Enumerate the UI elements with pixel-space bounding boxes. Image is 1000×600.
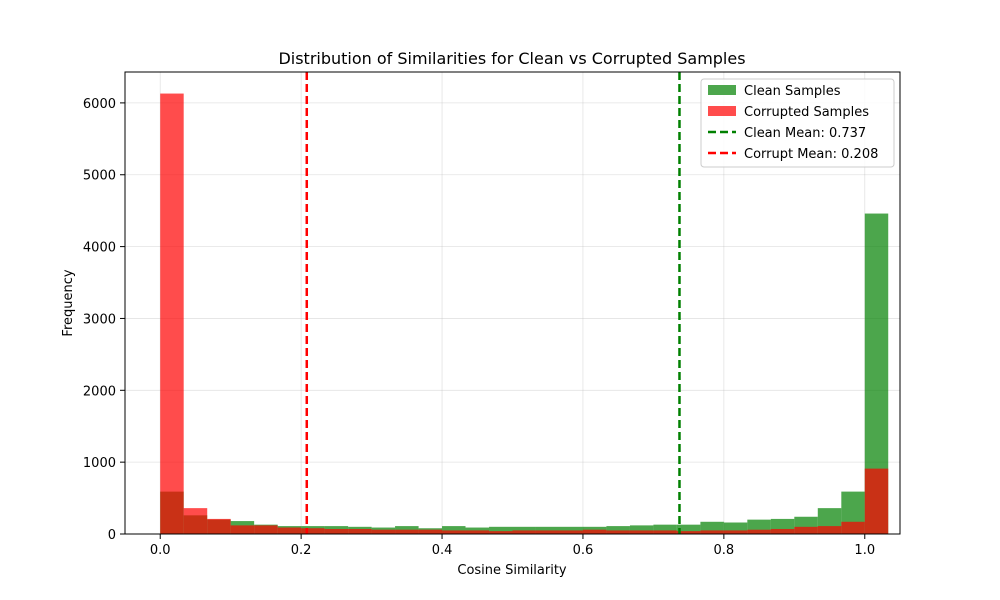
legend-clean-samples-label: Clean Samples	[744, 84, 841, 99]
corrupted-bar	[418, 529, 443, 534]
axis-ticks: 0.0 0.2 0.4 0.6 0.8 1.0 0 1000 2000 3000 4000 5000 6…	[83, 97, 875, 558]
x-tick-label: 0.6	[573, 543, 594, 558]
corrupted-bar	[371, 529, 396, 534]
y-tick-label: 2000	[83, 384, 116, 399]
corrupted-bar	[324, 528, 349, 534]
corrupted-bar	[230, 525, 255, 534]
clean-bar	[676, 524, 701, 534]
histogram-bars	[160, 93, 889, 534]
y-tick-label: 1000	[83, 456, 116, 471]
mean-lines	[305, 72, 681, 534]
corrupted-bar	[254, 525, 278, 534]
legend-clean-samples-swatch	[708, 85, 736, 95]
x-tick-label: 0.2	[291, 543, 312, 558]
legend-corrupted-samples-label: Corrupted Samples	[744, 105, 869, 120]
x-tick-label: 0.4	[432, 543, 453, 558]
clean-bar	[864, 213, 889, 534]
corrupted-bar	[723, 530, 748, 534]
corrupted-bar	[794, 526, 818, 534]
legend-corrupt-mean-label: Corrupt Mean: 0.208	[744, 147, 878, 162]
legend: Clean Samples Corrupted Samples Clean Mean…	[700, 78, 895, 168]
y-tick-label: 6000	[83, 97, 116, 112]
corrupted-bar	[395, 529, 419, 534]
clean-bar	[629, 525, 654, 534]
y-tick-label: 0	[108, 528, 116, 543]
corrupted-bar	[864, 468, 889, 534]
corrupted-bar	[653, 530, 677, 534]
y-tick-label: 3000	[83, 312, 116, 327]
corrupted-bar	[676, 531, 701, 534]
clean-bar	[723, 522, 748, 534]
corrupted-bar	[160, 93, 184, 534]
x-tick-label: 1.0	[854, 543, 875, 558]
corrupted-bar	[512, 530, 536, 534]
corrupted-bar	[535, 530, 560, 534]
x-axis-label: Cosine Similarity	[457, 563, 567, 578]
corrupted-bar	[817, 526, 842, 534]
plot-area-frame	[124, 71, 901, 535]
legend-clean-mean-label: Clean Mean: 0.737	[744, 126, 866, 141]
corrupted-bar	[183, 508, 208, 534]
x-tick-label: 0.8	[714, 543, 735, 558]
y-tick-label: 4000	[83, 241, 116, 256]
corrupted-bar	[629, 530, 654, 534]
corrupted-bar	[747, 529, 771, 534]
corrupted-bar	[277, 527, 302, 534]
corrupted-bar	[582, 529, 607, 534]
corrupted-bar	[301, 528, 325, 534]
x-tick-label: 0.0	[150, 543, 171, 558]
clean-bar	[442, 526, 466, 534]
corrupted-bar	[841, 521, 865, 534]
clean-bar	[489, 526, 513, 534]
corrupted-bar	[207, 518, 231, 534]
corrupted-bar	[489, 531, 513, 534]
chart-title: Distribution of Similarities for Clean v…	[278, 49, 745, 68]
y-tick-label: 5000	[83, 169, 116, 184]
corrupted-bar	[348, 528, 372, 534]
corrupted-bar	[606, 530, 630, 534]
corrupted-bar	[770, 528, 795, 534]
corrupted-bar	[559, 530, 583, 534]
legend-corrupted-samples-swatch	[708, 106, 736, 116]
legend-box	[700, 78, 895, 168]
clean-bar	[606, 526, 630, 534]
corrupted-bar	[442, 530, 466, 534]
y-axis-label: Frequency	[61, 269, 76, 336]
clean-bar	[653, 524, 677, 534]
corrupted-bar	[700, 530, 724, 534]
corrupted-bar	[465, 530, 490, 534]
